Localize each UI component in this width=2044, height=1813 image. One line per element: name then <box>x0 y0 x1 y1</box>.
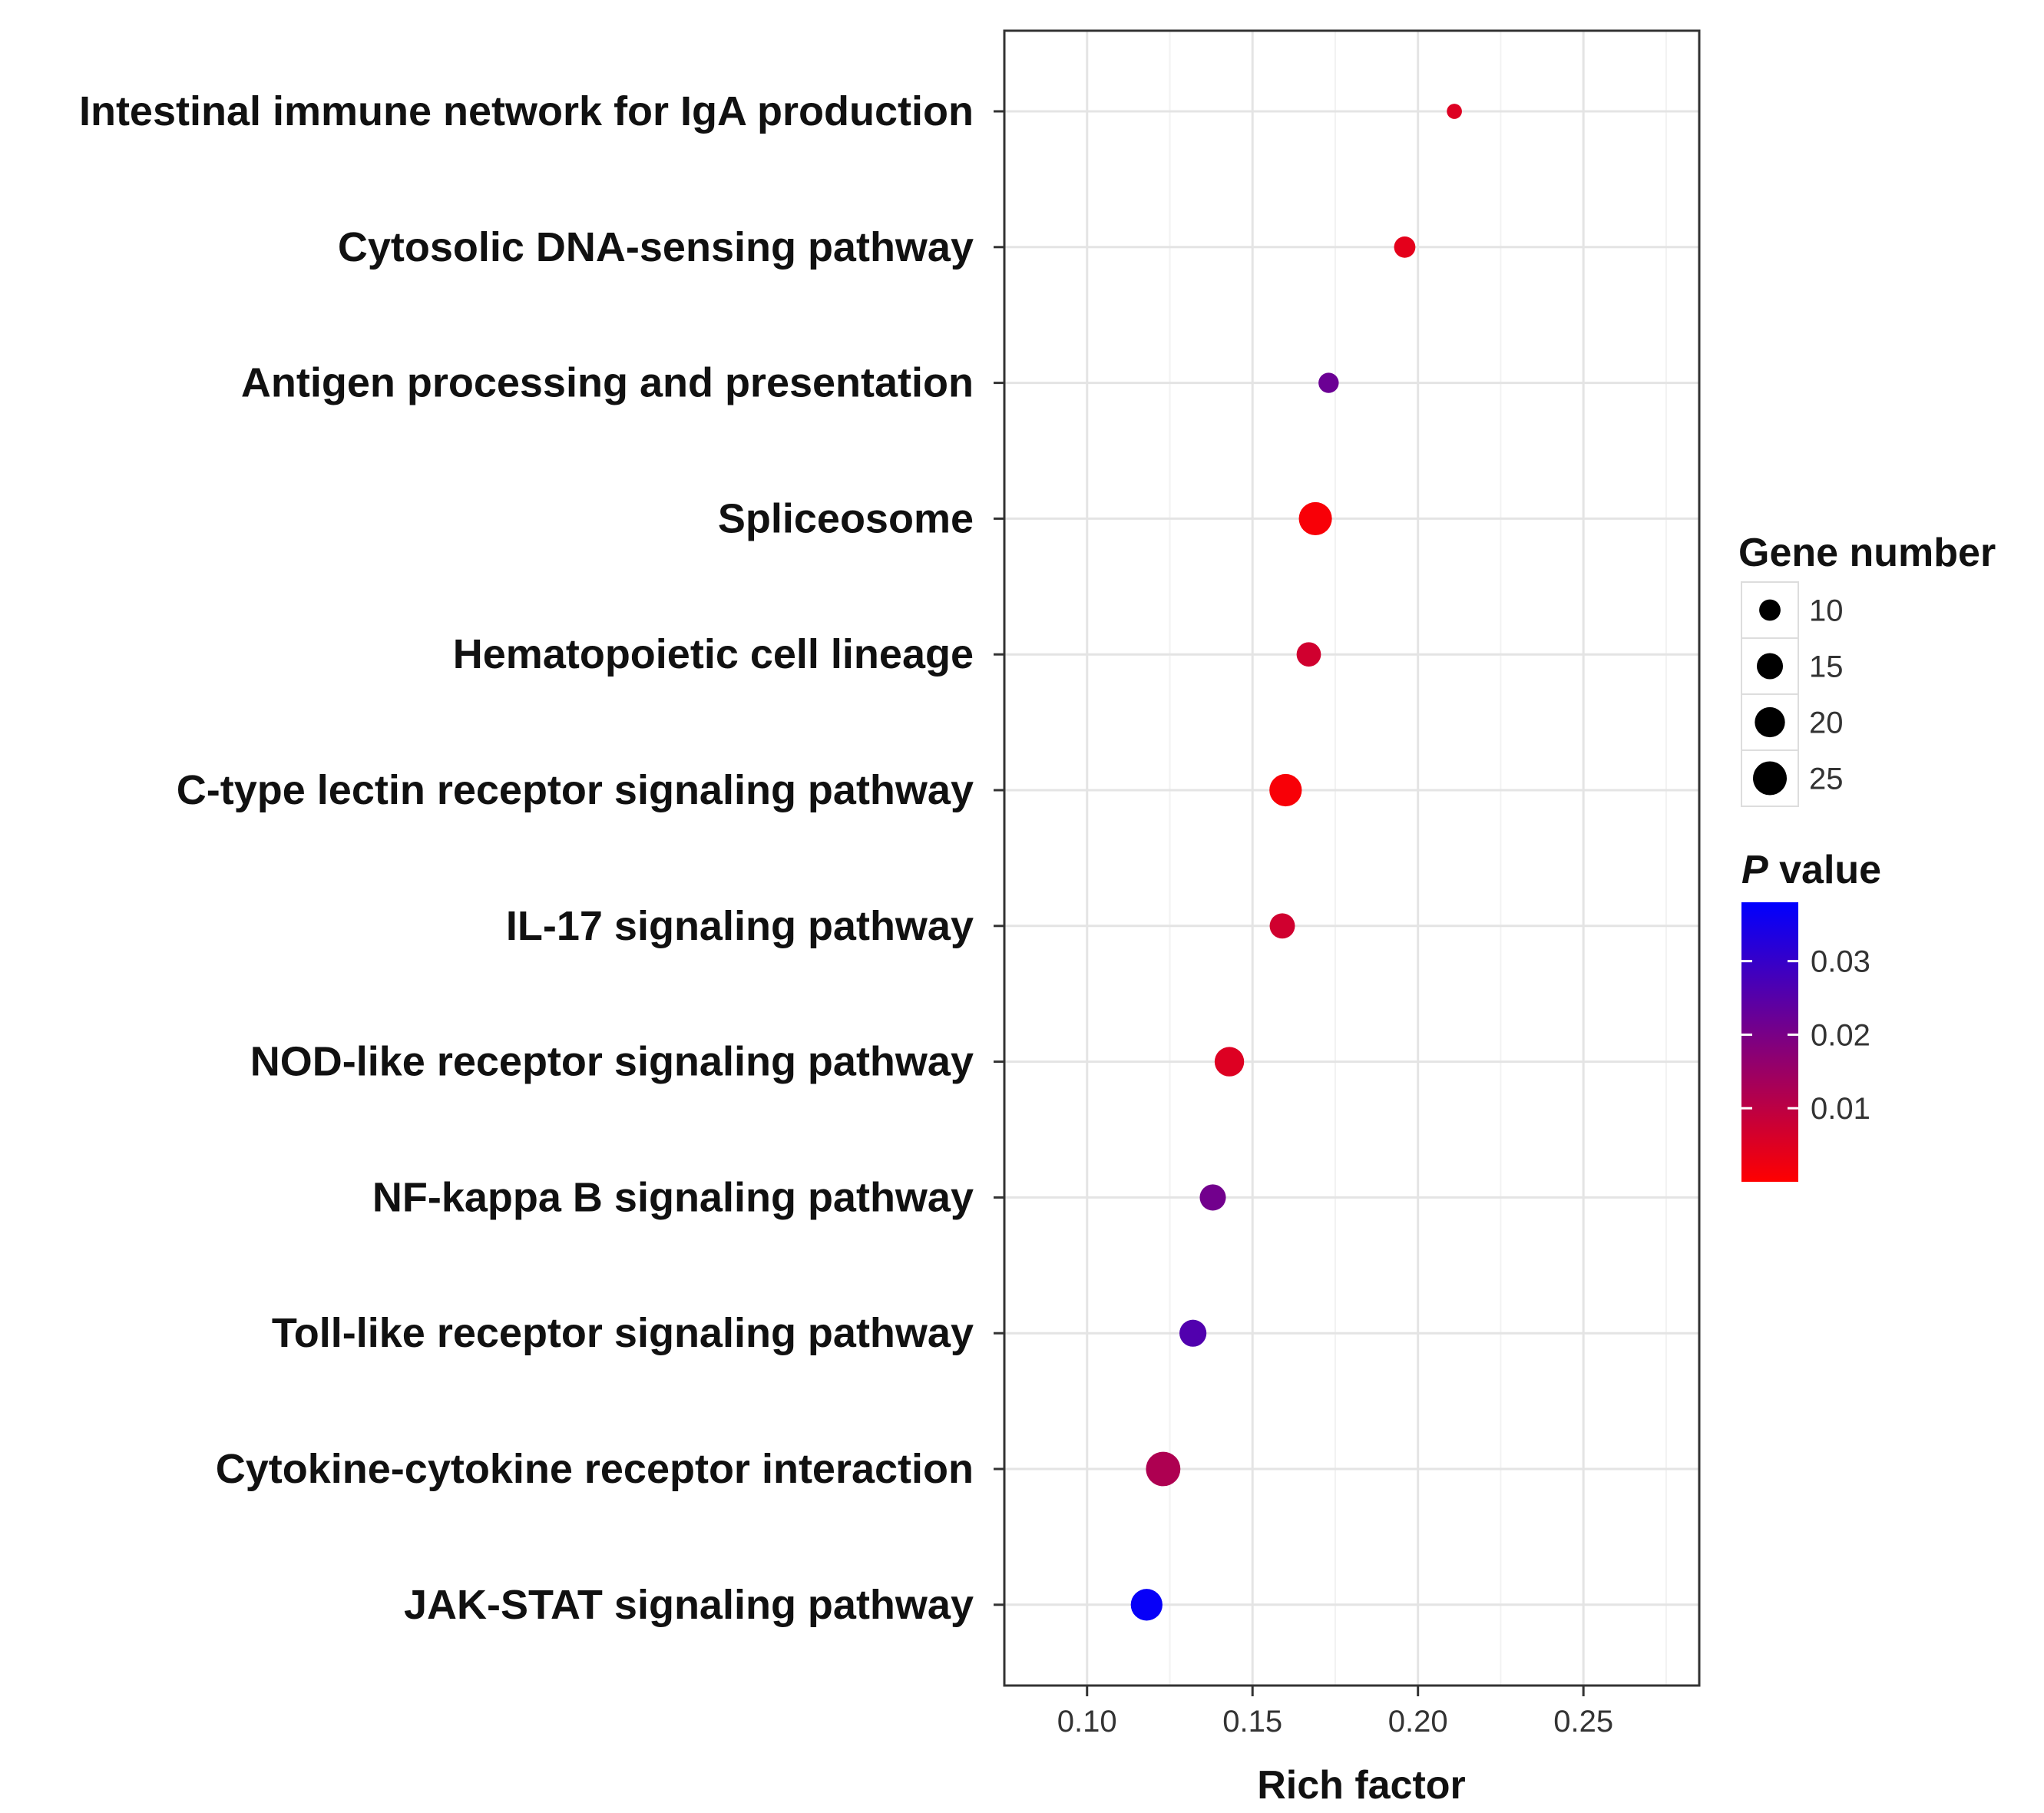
x-axis: 0.10 0.15 0.20 0.25 <box>1057 1686 1613 1739</box>
size-legend-title: Gene number <box>1738 531 1996 575</box>
data-point-11 <box>1130 1589 1163 1621</box>
y-category-label-0: Intestinal immune network for IgA produc… <box>79 88 974 134</box>
color-legend-title-rest: value <box>1768 848 1881 892</box>
y-category-label-9: Toll-like receptor signaling pathway <box>272 1310 974 1356</box>
data-points <box>1130 104 1462 1621</box>
x-tick-label-2: 0.20 <box>1388 1705 1448 1739</box>
data-point-5 <box>1269 773 1302 807</box>
size-legend-dot-3 <box>1753 761 1787 796</box>
size-legend-label-1: 15 <box>1809 650 1844 684</box>
y-category-label-4: Hematopoietic cell lineage <box>453 631 974 677</box>
grid <box>1004 31 1699 1686</box>
data-point-9 <box>1179 1319 1207 1347</box>
color-legend-title: P value <box>1741 848 1881 892</box>
y-category-label-8: NF-kappa B signaling pathway <box>372 1174 974 1220</box>
data-point-2 <box>1318 372 1339 393</box>
x-tick-label-0: 0.10 <box>1057 1705 1117 1739</box>
y-category-label-10: Cytokine-cytokine receptor interaction <box>216 1446 974 1492</box>
data-point-3 <box>1298 501 1332 535</box>
y-category-label-1: Cytosolic DNA-sensing pathway <box>338 224 974 270</box>
x-tick-label-3: 0.25 <box>1553 1705 1613 1739</box>
color-legend-label-1: 0.02 <box>1811 1018 1870 1052</box>
size-legend: Gene number 10 15 20 25 <box>1738 531 1996 807</box>
y-category-label-7: NOD-like receptor signaling pathway <box>250 1039 974 1085</box>
size-legend-label-2: 20 <box>1809 706 1844 740</box>
data-point-8 <box>1199 1184 1226 1211</box>
size-legend-dot-1 <box>1756 653 1784 680</box>
y-category-label-3: Spliceosome <box>718 495 974 541</box>
data-point-1 <box>1394 236 1416 258</box>
data-point-0 <box>1447 104 1462 119</box>
size-legend-label-0: 10 <box>1809 594 1844 628</box>
color-bar <box>1741 902 1798 1182</box>
size-legend-dot-2 <box>1755 706 1785 738</box>
x-tick-label-1: 0.15 <box>1222 1705 1282 1739</box>
color-legend-title-italic: P <box>1741 848 1768 892</box>
y-category-label-5: C-type lectin receptor signaling pathway <box>177 767 974 813</box>
y-category-label-2: Antigen processing and presentation <box>241 360 974 406</box>
y-category-label-11: JAK-STAT signaling pathway <box>404 1582 974 1628</box>
data-point-7 <box>1214 1047 1245 1077</box>
color-legend-label-0: 0.01 <box>1811 1092 1870 1126</box>
color-legend-label-2: 0.03 <box>1811 945 1870 979</box>
data-point-4 <box>1296 642 1321 667</box>
y-axis: Intestinal immune network for IgA produc… <box>79 88 1004 1628</box>
color-legend: P value 0.01 0.02 0.03 <box>1741 848 1881 1182</box>
size-legend-label-3: 25 <box>1809 763 1844 796</box>
data-point-6 <box>1269 913 1295 939</box>
y-category-label-6: IL-17 signaling pathway <box>506 903 974 949</box>
x-axis-title: Rich factor <box>1257 1763 1466 1808</box>
size-legend-dot-0 <box>1759 599 1781 621</box>
data-point-10 <box>1146 1451 1181 1487</box>
plot-panel-border <box>1003 29 1701 1687</box>
